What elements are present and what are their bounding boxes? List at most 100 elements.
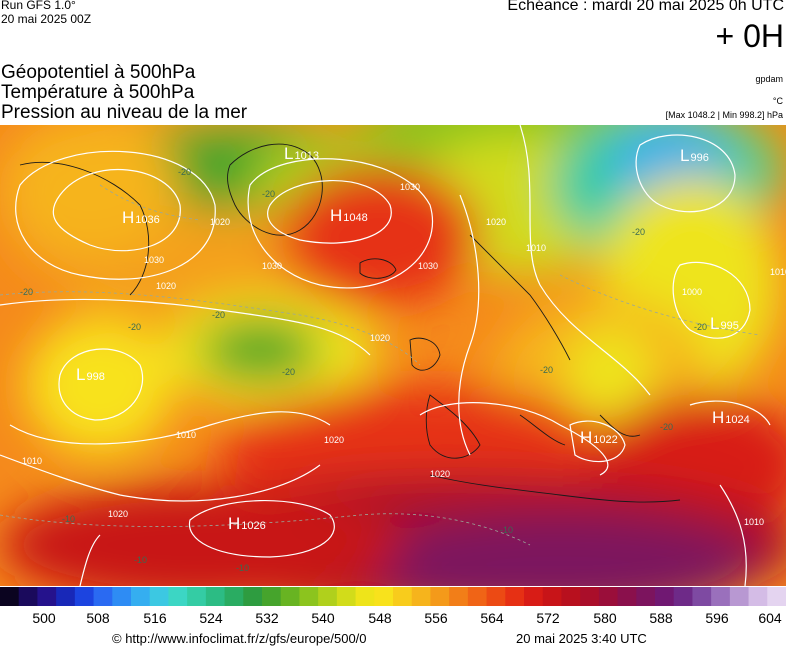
isobar-label: 1030	[418, 261, 438, 271]
color-scale-swatch	[598, 587, 619, 606]
coastlines	[19, 143, 681, 503]
isobar-label: 1030	[262, 261, 282, 271]
isobar-label: 1020	[156, 281, 176, 291]
isobar-label: 1010	[770, 267, 786, 277]
color-scale-swatch	[692, 587, 712, 606]
isobar-label: 1010	[176, 430, 196, 440]
temperature-label: -20	[128, 322, 141, 332]
color-scale-swatch	[561, 587, 581, 606]
color-scale-swatch	[767, 587, 786, 606]
color-scale-tick-label: 556	[424, 610, 448, 626]
color-scale-swatch	[318, 587, 338, 606]
unit-temperature: °C	[772, 96, 783, 106]
color-scale-swatch	[336, 587, 357, 606]
temperature-label: -20	[262, 189, 275, 199]
isobar-label: 1030	[400, 182, 420, 192]
color-scale-swatch	[711, 587, 731, 606]
color-scale-tick-label: 516	[143, 610, 167, 626]
isobar-label: 1010	[526, 243, 546, 253]
color-scale	[0, 587, 786, 606]
temperature-label: -20	[282, 367, 295, 377]
title-geopotential: Géopotentiel à 500hPa	[1, 62, 196, 83]
color-scale-swatch	[748, 587, 768, 606]
color-scale-swatch	[617, 587, 637, 606]
isobar-label: 1020	[370, 333, 390, 343]
render-timestamp: 20 mai 2025 3:40 UTC	[516, 631, 647, 646]
isobar-label: 1010	[22, 456, 42, 466]
color-scale-swatch	[467, 587, 488, 606]
isobar-label: 1020	[210, 217, 230, 227]
color-scale-tick-label: 580	[593, 610, 617, 626]
temperature-isotherms	[0, 184, 761, 546]
color-scale-swatch	[729, 587, 750, 606]
isobar-label: 1010	[744, 517, 764, 527]
color-scale-swatch	[580, 587, 600, 606]
color-scale-swatch	[393, 587, 413, 606]
color-scale-swatch	[636, 587, 656, 606]
color-scale-swatch	[149, 587, 170, 606]
color-scale-tick-label: 596	[705, 610, 729, 626]
temperature-label: -10	[500, 525, 513, 535]
color-scale-swatch	[505, 587, 525, 606]
weather-map: H1036L1013H1048L996L998L995H1022H1024H10…	[0, 125, 786, 586]
source-credit: © http://www.infoclimat.fr/z/gfs/europe/…	[112, 631, 367, 646]
title-temperature: Température à 500hPa	[1, 82, 195, 103]
color-scale-swatch	[449, 587, 469, 606]
color-scale-swatch	[524, 587, 544, 606]
color-scale-swatch	[168, 587, 188, 606]
color-scale-tick-label: 572	[536, 610, 560, 626]
color-scale-tick-label: 564	[480, 610, 504, 626]
temperature-label: -20	[694, 322, 707, 332]
temperature-label: -20	[178, 167, 191, 177]
forecast-offset: + 0H	[715, 18, 784, 54]
isobar-label: 1030	[144, 255, 164, 265]
color-scale-swatch	[56, 587, 76, 606]
color-scale-tick-label: 604	[758, 610, 782, 626]
color-scale-swatch	[280, 587, 301, 606]
isobars	[0, 125, 771, 586]
temperature-labels: -20 -20 -20 -20 -20 -20 -20 -20 -20 -20 -10 -10 -10 -…	[20, 167, 707, 573]
color-scale-tick-label: 588	[649, 610, 673, 626]
color-scale-swatch	[299, 587, 319, 606]
color-scale-swatch	[374, 587, 394, 606]
color-scale-swatch	[224, 587, 244, 606]
isobar-label: 1020	[108, 509, 128, 519]
color-scale-swatch	[112, 587, 132, 606]
temperature-label: -10	[134, 555, 147, 565]
model-run-label: Run GFS 1.0°	[1, 0, 76, 12]
isobar-labels: 1030 1020 1020 1010 1010 1020 1030 1020 1030 1020…	[22, 182, 786, 527]
color-scale-tick-label: 540	[311, 610, 335, 626]
color-scale-swatch	[0, 587, 20, 606]
pressure-extremes: [Max 1048.2 | Min 998.2] hPa	[665, 110, 783, 120]
temperature-label: -20	[20, 287, 33, 297]
unit-geopotential: gpdam	[755, 74, 783, 84]
temperature-label: -10	[236, 563, 249, 573]
color-scale-swatch	[18, 587, 39, 606]
color-scale-swatch	[430, 587, 450, 606]
color-scale-swatch	[655, 587, 675, 606]
color-scale-swatch	[93, 587, 113, 606]
color-scale-swatch	[355, 587, 375, 606]
color-scale-swatch	[74, 587, 95, 606]
color-scale-swatch	[411, 587, 432, 606]
color-scale-tick-label: 500	[32, 610, 56, 626]
color-scale-swatch	[262, 587, 282, 606]
color-scale-tick-label: 508	[86, 610, 110, 626]
color-scale-swatch	[205, 587, 226, 606]
forecast-valid-time: Echéance : mardi 20 mai 2025 0h UTC	[507, 0, 784, 14]
color-scale-tick-label: 524	[199, 610, 223, 626]
color-scale-swatch	[187, 587, 207, 606]
color-scale-swatch	[131, 587, 151, 606]
color-scale-swatch	[542, 587, 563, 606]
temperature-label: -10	[62, 514, 75, 524]
color-scale-swatch	[243, 587, 263, 606]
isobar-label: 1020	[324, 435, 344, 445]
color-scale-tick-label: 532	[255, 610, 279, 626]
run-date: 20 mai 2025 00Z	[1, 12, 92, 26]
color-scale-swatch	[37, 587, 57, 606]
temperature-label: -20	[540, 365, 553, 375]
temperature-label: -20	[212, 310, 225, 320]
color-scale-tick-label: 548	[368, 610, 392, 626]
color-scale-swatch	[673, 587, 694, 606]
color-scale-swatch	[486, 587, 506, 606]
